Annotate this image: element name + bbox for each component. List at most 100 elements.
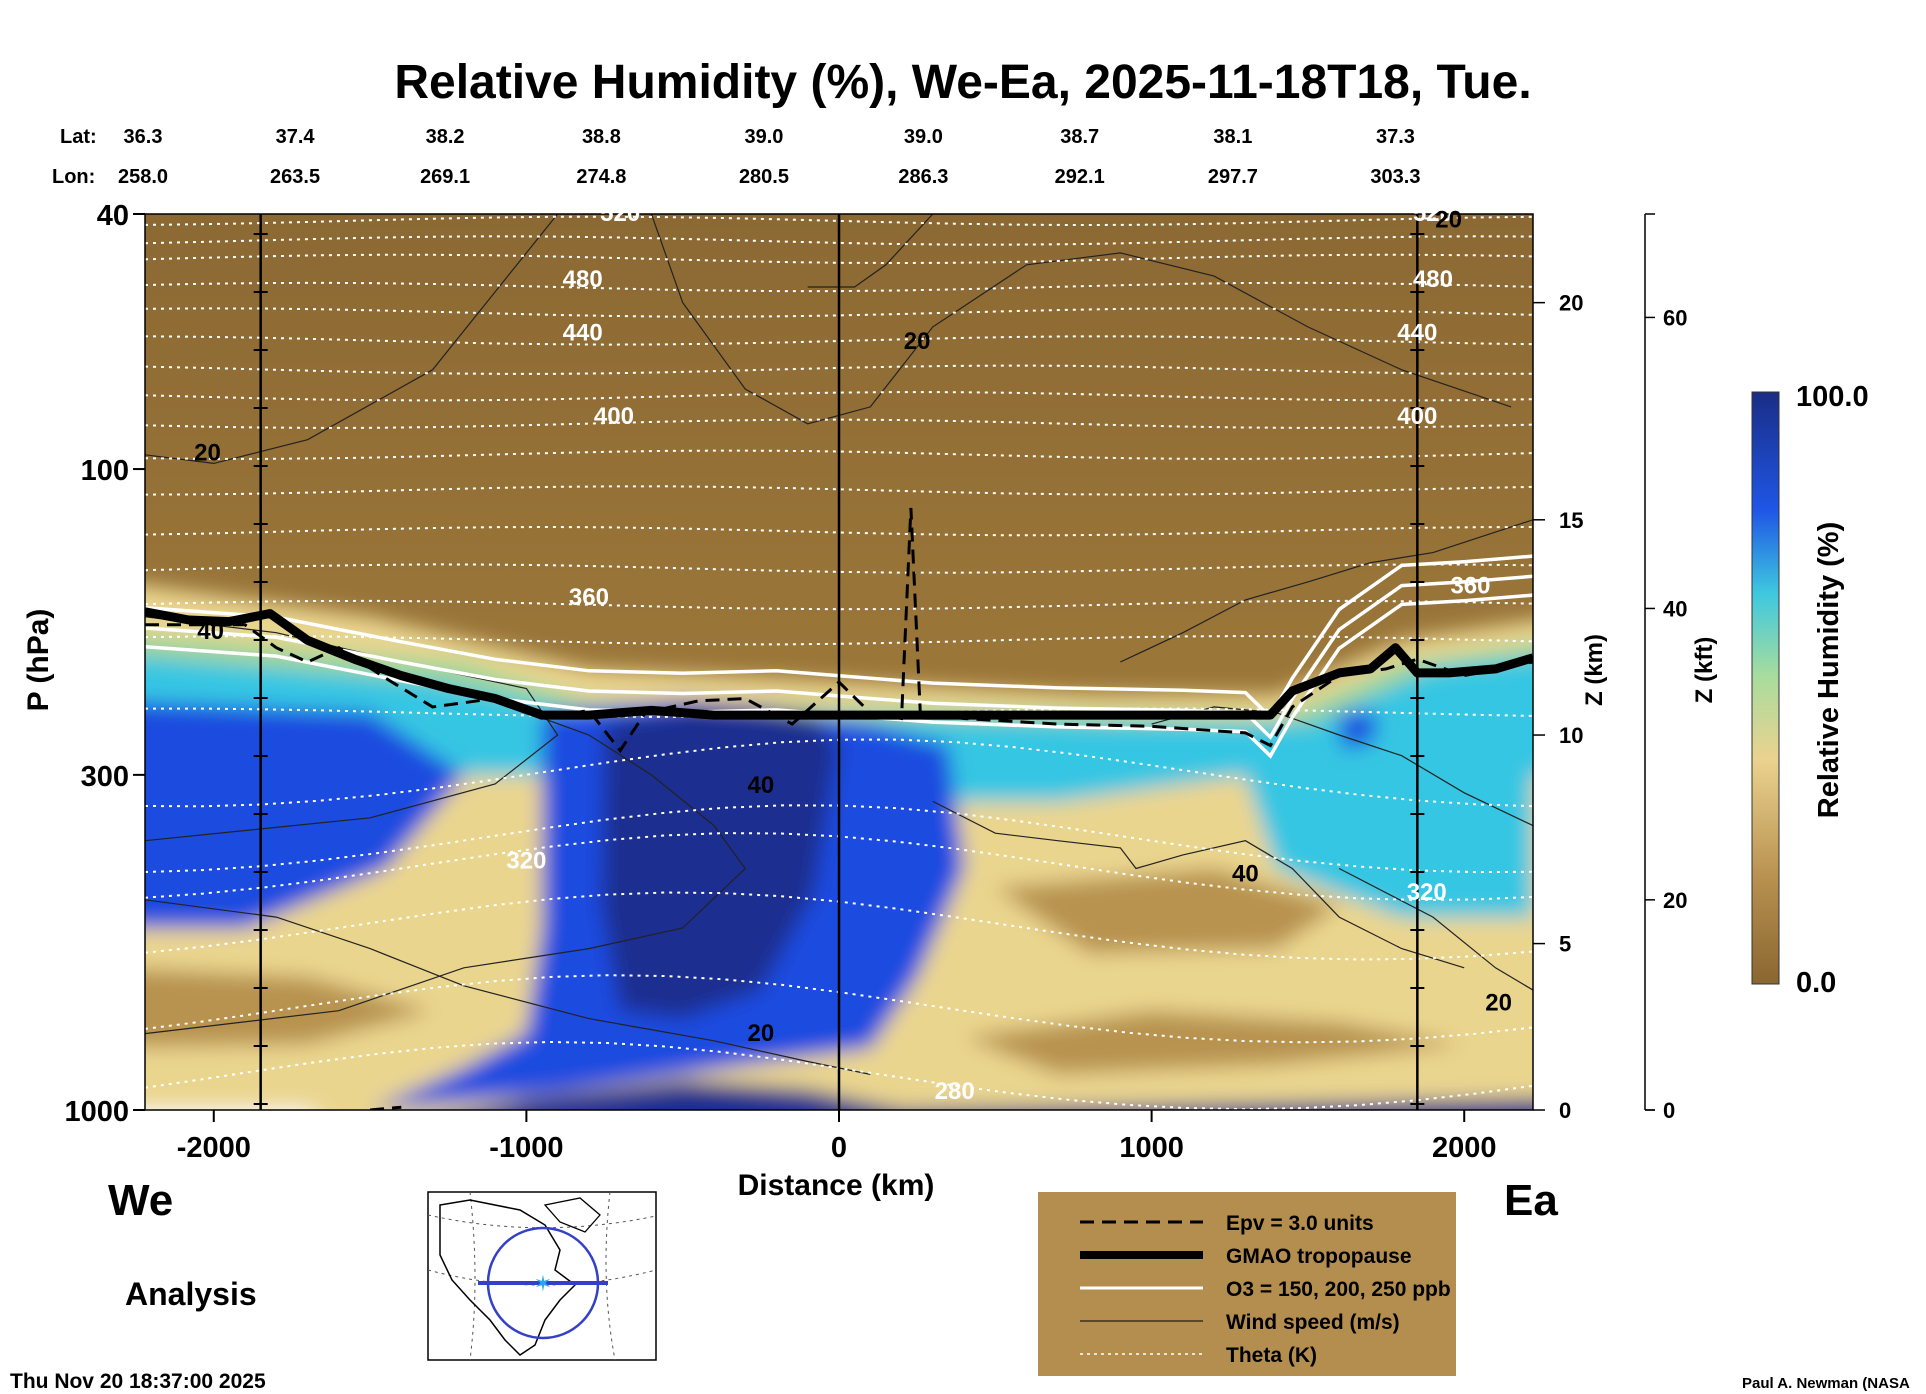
lon-value: 258.0 [118,166,168,188]
wind-label: 20 [194,440,221,467]
wind-contour [145,899,871,1075]
humid-zone-central-navy [601,706,839,1019]
z-km-tick-label: 15 [1559,508,1583,533]
locator-map: ✶ [427,1191,657,1361]
theta-label: 520 [1413,200,1453,227]
humid-zone-surface-navy [479,1080,1533,1110]
theta-label: 400 [594,403,634,430]
y-tick-label: 100 [81,455,129,487]
chart-title: Relative Humidity (%), We-Ea, 2025-11-18… [394,56,1531,109]
lon-value: 280.5 [739,166,789,188]
legend-label: Epv = 3.0 units [1226,1212,1374,1235]
lon-value: 274.8 [576,166,626,188]
theta-label: 480 [1413,266,1453,293]
lat-value: 37.3 [1376,126,1415,148]
theta-label: 440 [1397,319,1437,346]
z-kft-tick-label: 60 [1663,305,1687,330]
map-center-star-icon: ✶ [534,1271,552,1296]
axes: -2000 -1000 0 1000 2000 40 100 300 1000 0 5 10 15 20 0… [64,200,1687,1164]
z-kft-axis-label: Z (kft) [1691,637,1718,704]
theta-label: 480 [563,266,603,293]
wind-contour [1338,867,1533,991]
theta-label: 360 [1450,573,1490,600]
x-tick-label: -1000 [489,1132,563,1164]
lon-prefix: Lon: [52,166,95,188]
z-kft-tick-label: 0 [1663,1098,1675,1123]
wind-contour [1151,706,1533,827]
lon-value: 303.3 [1370,166,1420,188]
lat-value: 36.3 [124,126,163,148]
z-km-axis-label: Z (km) [1581,634,1608,706]
z-km-tick-label: 5 [1559,932,1571,957]
credit: Paul A. Newman (NASA [1742,1375,1910,1392]
wind-label: 20 [904,328,931,355]
theta-label: 400 [1397,403,1437,430]
x-tick-label: -2000 [177,1132,251,1164]
colorbar-title: Relative Humidity (%) [1813,522,1845,819]
colorbar-max-label: 100.0 [1796,381,1869,413]
x-tick-label: 1000 [1119,1132,1184,1164]
contour-labels: 520 520 480 480 440 440 400 400 360 360 320 320 280 2… [194,200,1512,1105]
wind-label: 20 [1435,207,1462,234]
ozone-contour [145,554,1533,720]
theta-label: 360 [569,584,609,611]
legend-label: GMAO tropopause [1226,1245,1412,1268]
y-tick-label: 300 [81,761,129,793]
colorbar-min-label: 0.0 [1796,967,1836,999]
lat-value: 38.1 [1213,126,1252,148]
z-km-tick-label: 20 [1559,291,1583,316]
wind-contour [145,700,746,1035]
wind-label: 20 [747,1020,774,1047]
z-km-tick-label: 0 [1559,1098,1571,1123]
x-tick-label: 0 [831,1132,847,1164]
legend-label: Theta (K) [1226,1344,1317,1367]
y-tick-label: 1000 [64,1096,129,1128]
legend: Epv = 3.0 units GMAO tropopause O3 = 150, … [1038,1192,1456,1376]
x-tick-label: 2000 [1432,1132,1497,1164]
wind-contour [145,214,559,465]
lat-value: 38.8 [582,126,621,148]
y-tick-label: 40 [97,200,129,232]
wind-contour [807,214,934,288]
lon-value: 292.1 [1055,166,1105,188]
humid-zone-east-cyan [1245,724,1533,918]
analysis-label: Analysis [125,1276,257,1312]
legend-label: Wind speed (m/s) [1226,1311,1400,1334]
humid-zone-west-blue [145,702,464,928]
wind-contour [650,214,1512,425]
lon-value: 297.7 [1208,166,1258,188]
timestamp: Thu Nov 20 18:37:00 2025 [10,1370,266,1393]
x-axis-label: Distance (km) [738,1169,935,1202]
wind-label: 40 [747,772,774,799]
theta-label: 320 [1407,879,1447,906]
tropopause-line [145,607,1533,720]
east-label: Ea [1504,1176,1558,1225]
theta-label: 440 [563,319,603,346]
wind-label: 20 [1485,990,1512,1017]
z-kft-tick-label: 40 [1663,596,1687,621]
z-kft-tick-label: 20 [1663,888,1687,913]
tropopause-line [145,607,1533,720]
legend-label: O3 = 150, 200, 250 ppb [1226,1278,1451,1301]
colorbar: 100.0 0.0 Relative Humidity (%) [1751,381,1869,999]
lat-prefix: Lat: [60,126,97,148]
humid-zone-low-dry [964,1010,1465,1075]
section-vertical-lines [253,214,1425,1110]
west-label: We [108,1176,173,1225]
wind-label: 40 [1232,860,1259,887]
lat-lon-labels: Lat: Lon: 36.3 37.4 38.2 38.8 39.0 39.0 38.7 38.1… [52,126,1420,188]
z-km-tick-label: 10 [1559,723,1583,748]
lon-value: 286.3 [898,166,948,188]
lat-value: 38.2 [426,126,465,148]
wind-contour [932,800,1465,969]
lon-value: 269.1 [420,166,470,188]
humid-zone-mid-dry [995,868,1340,954]
ozone-contour [145,574,1533,741]
wind-contour [1120,519,1533,663]
lat-value: 38.7 [1060,126,1099,148]
lat-value: 39.0 [745,126,784,148]
theta-label: 280 [935,1078,975,1105]
lat-value: 39.0 [904,126,943,148]
theta-label: 520 [600,200,640,227]
